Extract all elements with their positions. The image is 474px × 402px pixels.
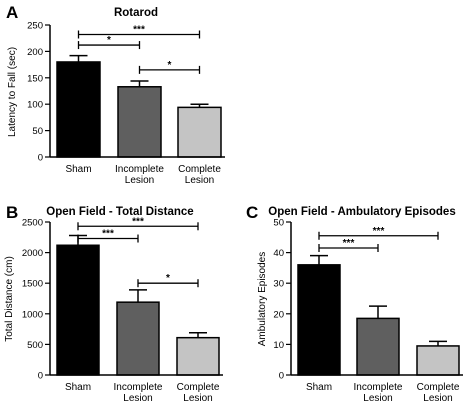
bar-1: [56, 244, 100, 376]
bar-3: [177, 106, 222, 158]
sig-label: ***: [102, 229, 114, 240]
x-category-label: Complete: [177, 382, 220, 393]
y-tick-label: 2500: [22, 218, 43, 229]
chart-panel-3: C Open Field - Ambulatory Episodes Ambulat…: [246, 203, 463, 402]
y-tick-label: 1500: [22, 279, 43, 290]
bar-1: [297, 264, 341, 376]
y-axis-label: Total Distance (cm): [4, 256, 15, 342]
y-tick-label: 0: [38, 371, 43, 382]
x-category-label: Sham: [65, 382, 91, 393]
y-tick-label: 2000: [22, 248, 43, 259]
sig-label: ***: [132, 216, 144, 227]
sig-label: *: [166, 273, 170, 284]
chart-title: Open Field - Total Distance: [46, 206, 193, 218]
panel-letter: B: [6, 203, 18, 222]
x-category-label: Sham: [65, 164, 91, 175]
x-category-label: Sham: [306, 382, 332, 393]
chart-title: Open Field - Ambulatory Episodes: [268, 206, 455, 218]
x-category-label: Complete: [178, 164, 221, 175]
chart-title: Rotarod: [114, 7, 158, 19]
panel-letter: C: [246, 203, 258, 222]
y-tick-label: 50: [32, 126, 43, 137]
y-tick-label: 50: [273, 218, 284, 229]
sig-label: ***: [133, 25, 145, 36]
x-category-label: Incomplete: [354, 382, 403, 393]
y-tick-label: 500: [27, 340, 43, 351]
x-category-label: Lesion: [423, 393, 452, 402]
y-tick-label: 200: [27, 47, 43, 58]
bar-3: [176, 336, 220, 376]
x-category-label: Lesion: [123, 393, 152, 402]
y-tick-label: 40: [273, 248, 284, 259]
y-tick-label: 20: [273, 309, 284, 320]
y-tick-label: 0: [38, 153, 43, 164]
bar-1: [56, 61, 101, 158]
x-category-label: Lesion: [125, 175, 154, 186]
x-category-label: Incomplete: [114, 382, 163, 393]
sig-label: ***: [373, 226, 385, 237]
y-tick-label: 0: [279, 371, 284, 382]
y-axis-label: Latency to Fall (sec): [7, 47, 18, 137]
panel-letter: A: [6, 3, 18, 22]
y-tick-label: 10: [273, 340, 284, 351]
y-tick-label: 1000: [22, 309, 43, 320]
x-category-label: Incomplete: [115, 164, 164, 175]
y-tick-label: 100: [27, 100, 43, 111]
x-category-label: Lesion: [363, 393, 392, 402]
bar-2: [356, 317, 400, 376]
x-category-label: Lesion: [185, 175, 214, 186]
y-tick-label: 150: [27, 73, 43, 84]
chart-panel-1: A Rotarod Latency to Fall (sec) 0 50 100 150 20…: [6, 3, 225, 186]
y-tick-label: 250: [27, 21, 43, 32]
bar-2: [117, 86, 162, 158]
x-category-label: Complete: [417, 382, 460, 393]
x-category-label: Lesion: [183, 393, 212, 402]
sig-label: ***: [343, 238, 355, 249]
bar-3: [416, 345, 460, 376]
y-axis-label: Ambulatory Episodes: [257, 252, 268, 347]
chart-panel-2: B Open Field - Total Distance Total Distan…: [4, 203, 223, 402]
y-tick-label: 30: [273, 279, 284, 290]
sig-label: *: [107, 35, 111, 46]
bar-2: [116, 301, 160, 376]
sig-label: *: [168, 60, 172, 71]
